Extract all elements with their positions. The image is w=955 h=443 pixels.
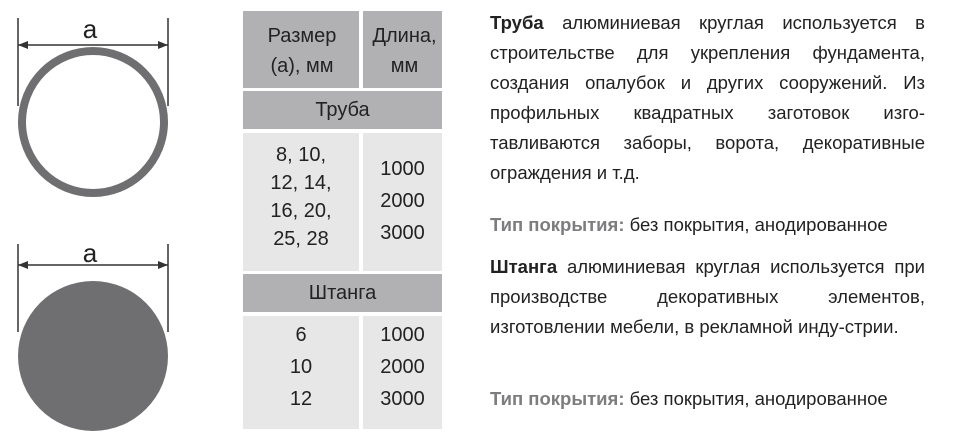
header-length: Длина, мм	[372, 25, 437, 77]
rod-drawing	[17, 244, 169, 431]
table-cell: 12, 14,	[270, 172, 332, 194]
rod-description-text: алюминиевая круглая используется при про…	[490, 256, 925, 337]
rod-lengths: 1000 2000 3000	[363, 319, 442, 415]
rod-sizes: 6 10 12	[243, 319, 359, 415]
table-cell: 1000	[380, 158, 425, 180]
tube-description: Труба алюминиевая круглая используется в…	[490, 8, 925, 188]
coating-value: без покрытия, анодированное	[629, 214, 888, 235]
rod-dimension-label: a	[82, 238, 98, 268]
coating-label-2: Тип покрытия:	[490, 388, 625, 409]
table-cell: 10	[289, 356, 313, 378]
table-cell: 1000	[380, 324, 425, 346]
coating-value-2: без покрытия, анодированное	[629, 388, 888, 409]
rod-description: Штанга алюминиевая круглая используется …	[490, 252, 925, 342]
rod-diagram: a	[0, 232, 200, 443]
table-cell: 12	[289, 388, 313, 410]
row-divider	[243, 88, 442, 92]
table-cell: 2000	[380, 356, 425, 378]
table-cell: 2000	[380, 190, 425, 212]
header-size: Размер (a), мм	[267, 25, 337, 77]
tube-diagram: a	[0, 0, 200, 210]
coating-label: Тип покрытия:	[490, 214, 625, 235]
tube-sizes: 8, 10, 12, 14, 16, 20, 25, 28	[243, 141, 359, 253]
row-divider	[243, 129, 442, 133]
tube-description-text: алюминиевая круглая используется в строи…	[490, 12, 925, 183]
rod-coating: Тип покрытия: без покрытия, анодированно…	[490, 384, 925, 414]
tube-dimension-label: a	[82, 14, 98, 44]
tube-lengths: 1000 2000 3000	[363, 153, 442, 249]
tube-coating: Тип покрытия: без покрытия, анодированно…	[490, 210, 925, 240]
table-cell: 3000	[380, 388, 425, 410]
section-tube: Труба	[243, 91, 442, 129]
tube-title: Труба	[490, 12, 544, 33]
table-cell: 16, 20,	[270, 200, 332, 222]
table-cell: 25, 28	[273, 228, 329, 250]
rod-title: Штанга	[490, 256, 558, 277]
row-divider	[243, 271, 442, 275]
section-rod: Штанга	[243, 274, 442, 312]
table-cell: 6	[295, 324, 307, 346]
table-cell: 8, 10,	[275, 144, 327, 166]
tube-drawing	[17, 18, 169, 197]
column-divider	[359, 11, 363, 429]
row-divider	[243, 312, 442, 316]
rod-circle	[18, 281, 168, 431]
tube-circle	[18, 47, 168, 197]
table-cell: 3000	[380, 222, 425, 244]
table-header	[243, 11, 442, 91]
size-table: Размер (a), мм Длина, мм Труба 8, 10, 12…	[243, 11, 442, 429]
